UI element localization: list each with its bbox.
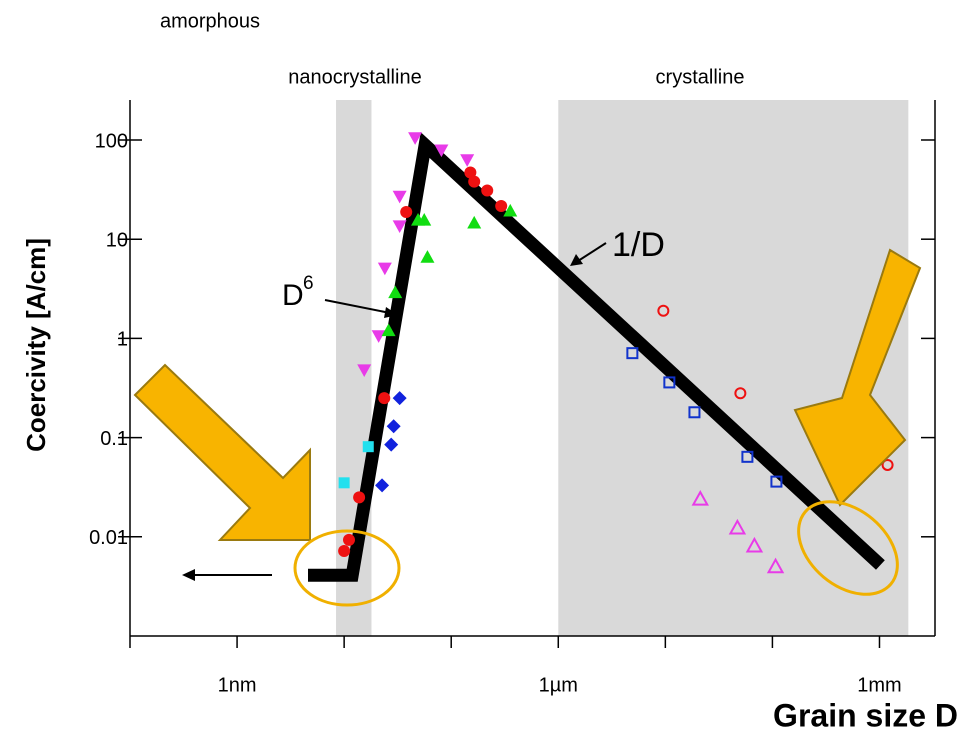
data-point	[408, 132, 423, 145]
highlight-ellipse	[293, 529, 401, 607]
data-point	[377, 262, 392, 276]
data-point	[375, 478, 390, 493]
y-tick-label: 1	[117, 329, 128, 351]
data-point	[388, 285, 403, 299]
x-tick-label: 1µm	[539, 674, 578, 696]
data-point	[420, 250, 435, 263]
arrow-head	[384, 307, 398, 318]
data-point	[503, 203, 518, 217]
data-point	[481, 184, 494, 197]
annotation-arrow	[324, 299, 391, 314]
region-label: crystalline	[656, 66, 745, 88]
highlight-ellipse	[797, 500, 899, 596]
data-point	[770, 475, 783, 488]
data-point	[745, 536, 764, 553]
data-point	[691, 490, 709, 506]
data-point	[728, 518, 747, 535]
y-tick-label: 0.1	[100, 428, 128, 450]
arrow-head	[182, 569, 195, 581]
data-point	[495, 200, 508, 213]
arrow-head	[570, 254, 583, 266]
x-tick-label: 1mm	[857, 674, 901, 696]
x-axis-label: Grain size D	[773, 697, 958, 733]
annotation-superscript: 6	[303, 273, 314, 294]
axes: 1nm 1µm 1mm 0.01 0.1 1 10 100	[89, 100, 936, 696]
data-point	[657, 304, 670, 317]
data-point	[741, 450, 754, 463]
data-point	[338, 544, 351, 557]
data-point	[688, 406, 701, 419]
data-point	[663, 376, 676, 389]
highlight-arrow	[793, 248, 922, 507]
data-point	[392, 391, 407, 406]
x-tick-label: 1nm	[218, 674, 257, 696]
data-point	[381, 323, 396, 337]
data-point	[386, 419, 401, 434]
data-point	[342, 533, 355, 546]
annotation-arrow	[577, 242, 607, 262]
plot-area	[308, 132, 894, 582]
data-point	[766, 557, 785, 574]
data-point	[392, 220, 407, 233]
annotation: 1/D	[612, 226, 665, 264]
data-point	[384, 437, 399, 452]
region-label: amorphous	[160, 10, 260, 32]
data-point	[734, 387, 747, 400]
y-tick-label: 10	[106, 229, 128, 251]
annotation: D	[282, 279, 304, 312]
data-point	[417, 213, 432, 226]
data-point	[338, 477, 350, 489]
data-point	[881, 458, 894, 471]
y-tick-label: 100	[95, 130, 128, 152]
data-point	[357, 364, 372, 378]
data-point	[464, 166, 477, 179]
data-point	[371, 330, 386, 343]
y-tick-label: 0.01	[89, 527, 128, 549]
data-point	[468, 175, 481, 188]
data-point	[362, 441, 374, 453]
data-point	[626, 347, 639, 360]
decorations	[133, 242, 922, 607]
region-label: nanocrystalline	[288, 66, 421, 88]
y-axis-label: Coercivity [A/cm]	[21, 238, 51, 452]
data-point	[353, 491, 366, 504]
fit-line	[308, 132, 885, 582]
data-point	[392, 190, 407, 204]
shaded-regions	[336, 100, 909, 636]
data-point	[400, 205, 413, 218]
data-point	[434, 144, 449, 158]
data-point	[467, 215, 482, 229]
data-point	[378, 392, 391, 405]
data-point	[460, 154, 475, 167]
shaded-range	[558, 100, 909, 636]
highlight-arrow	[133, 363, 311, 541]
